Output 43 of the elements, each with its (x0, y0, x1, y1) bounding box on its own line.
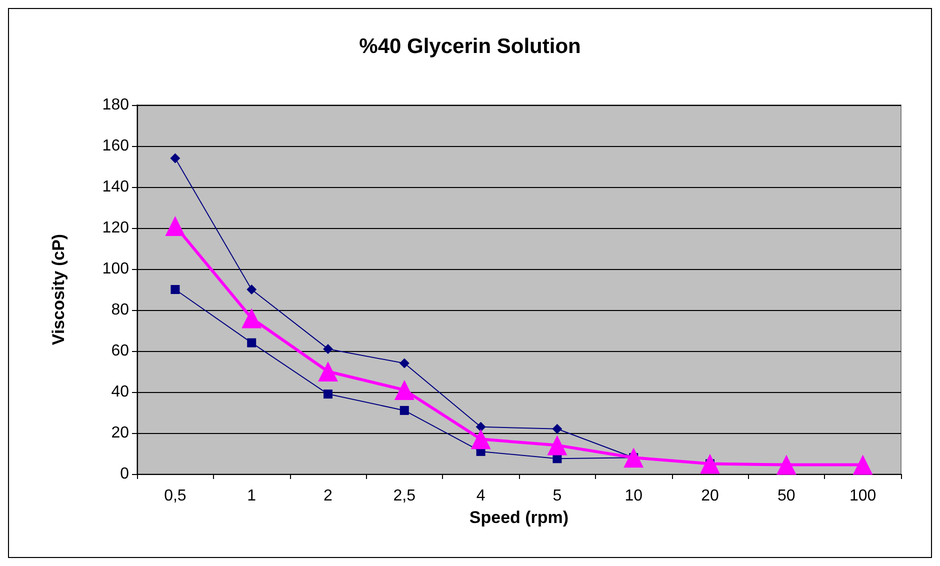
point (324, 390, 332, 399)
x-tick-label: 10 (624, 488, 643, 504)
point (246, 284, 257, 294)
point (394, 380, 414, 400)
x-tick-label: 100 (849, 488, 876, 504)
y-tick-label: 20 (111, 424, 130, 442)
y-tick-label: 60 (111, 342, 130, 360)
x-tick-label: 20 (701, 488, 719, 504)
point (399, 358, 410, 368)
x-tick-label: 2,5 (393, 488, 416, 504)
x-tick-label: 2 (324, 488, 333, 504)
point (165, 216, 186, 236)
point (318, 362, 338, 382)
point (476, 422, 486, 432)
x-tick-label: 0,5 (164, 488, 186, 504)
point (470, 429, 491, 450)
x-tick-label: 1 (247, 488, 256, 504)
point (552, 424, 562, 434)
point (700, 454, 720, 474)
y-tick-label: 80 (111, 302, 130, 318)
x-tick-label: 50 (778, 488, 796, 504)
point (547, 435, 568, 456)
y-tick-label: 100 (102, 260, 130, 278)
x-axis-title: Speed (rpm) (469, 508, 569, 527)
y-tick-label: 160 (102, 138, 130, 154)
point (247, 338, 256, 348)
y-tick-label: 40 (111, 384, 130, 400)
y-axis-title: Viscosity (cP) (49, 234, 68, 346)
y-tick-label: 180 (102, 96, 130, 114)
point (170, 153, 180, 164)
point (852, 454, 873, 475)
point (242, 308, 262, 328)
x-tick-label: 4 (476, 488, 486, 504)
point (170, 285, 180, 294)
y-tick-label: 0 (120, 466, 130, 482)
point (776, 454, 796, 475)
chart-title: %40 Glycerin Solution (359, 35, 581, 58)
point (323, 344, 333, 354)
y-tick-label: 140 (102, 178, 130, 196)
point (400, 406, 409, 415)
x-tick-label: 5 (552, 488, 562, 504)
y-tick-label: 120 (102, 220, 130, 236)
point (624, 448, 644, 468)
